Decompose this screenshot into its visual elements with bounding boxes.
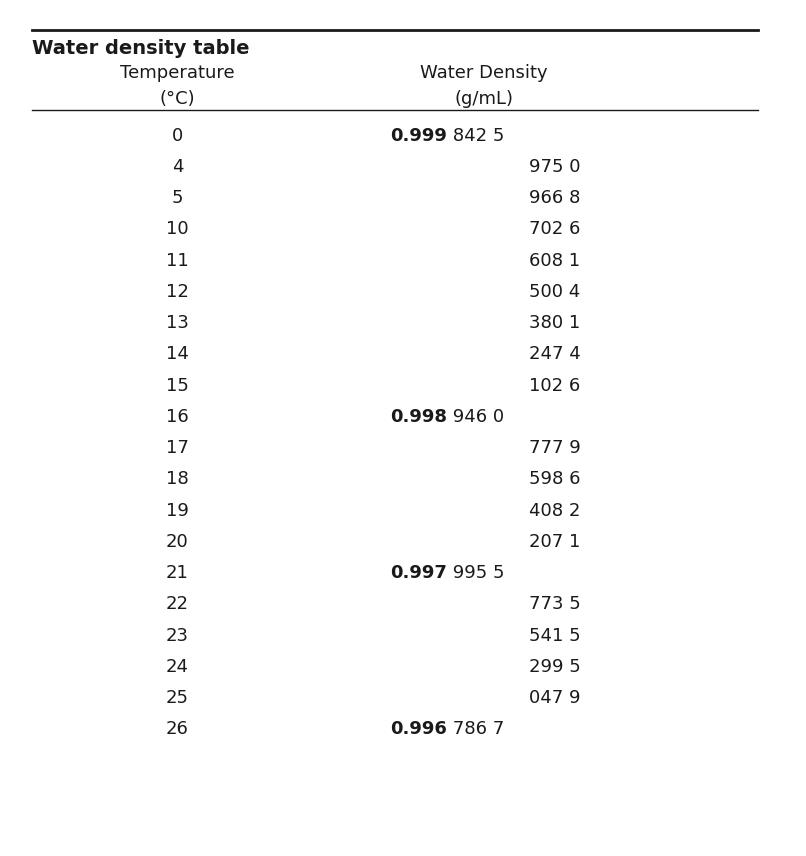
Text: 0.998: 0.998 <box>390 408 447 426</box>
Text: 24: 24 <box>166 657 189 676</box>
Text: 247 4: 247 4 <box>529 345 580 364</box>
Text: 842 5: 842 5 <box>447 127 505 145</box>
Text: 26: 26 <box>166 721 189 739</box>
Text: 608 1: 608 1 <box>530 252 580 270</box>
Text: 25: 25 <box>166 689 189 707</box>
Text: 966 8: 966 8 <box>529 189 580 207</box>
Text: (°C): (°C) <box>160 90 195 108</box>
Text: 19: 19 <box>166 502 189 520</box>
Text: 17: 17 <box>166 439 189 457</box>
Text: 22: 22 <box>166 596 189 614</box>
Text: 946 0: 946 0 <box>447 408 505 426</box>
Text: 4: 4 <box>172 158 183 176</box>
Text: 14: 14 <box>166 345 189 364</box>
Text: 20: 20 <box>166 532 189 551</box>
Text: 541 5: 541 5 <box>529 627 580 645</box>
Text: 5: 5 <box>172 189 183 207</box>
Text: 500 4: 500 4 <box>529 282 580 301</box>
Text: 408 2: 408 2 <box>529 502 580 520</box>
Text: 777 9: 777 9 <box>529 439 580 457</box>
Text: 380 1: 380 1 <box>529 314 580 332</box>
Text: 786 7: 786 7 <box>447 721 505 739</box>
Text: 21: 21 <box>166 564 189 582</box>
Text: (g/mL): (g/mL) <box>454 90 513 108</box>
Text: Water density table: Water density table <box>32 39 250 57</box>
Text: 773 5: 773 5 <box>529 596 580 614</box>
Text: 0: 0 <box>172 127 183 145</box>
Text: 0.999: 0.999 <box>390 127 447 145</box>
Text: 13: 13 <box>166 314 189 332</box>
Text: 995 5: 995 5 <box>447 564 505 582</box>
Text: 10: 10 <box>166 221 189 239</box>
Text: Temperature: Temperature <box>120 64 235 82</box>
Text: 0.997: 0.997 <box>390 564 447 582</box>
Text: 18: 18 <box>166 471 189 489</box>
Text: 702 6: 702 6 <box>529 221 580 239</box>
Text: 975 0: 975 0 <box>529 158 580 176</box>
Text: 12: 12 <box>166 282 189 301</box>
Text: 299 5: 299 5 <box>529 657 580 676</box>
Text: 16: 16 <box>166 408 189 426</box>
Text: 207 1: 207 1 <box>529 532 580 551</box>
Text: 23: 23 <box>166 627 189 645</box>
Text: 598 6: 598 6 <box>529 471 580 489</box>
Text: Water Density: Water Density <box>420 64 547 82</box>
Text: 11: 11 <box>166 252 189 270</box>
Text: 102 6: 102 6 <box>529 377 580 395</box>
Text: 047 9: 047 9 <box>529 689 580 707</box>
Text: 0.996: 0.996 <box>390 721 447 739</box>
Text: 15: 15 <box>166 377 189 395</box>
